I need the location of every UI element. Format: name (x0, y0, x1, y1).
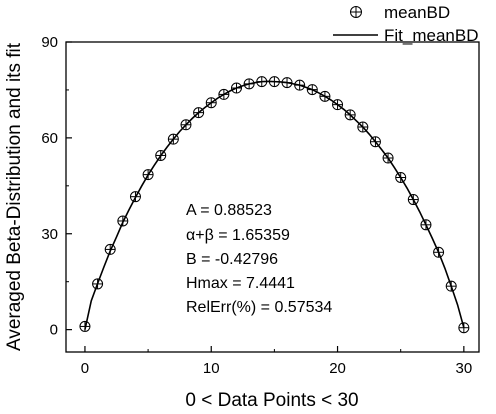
y-axis-ticks: 0 30 60 90 (41, 34, 72, 339)
data-point (395, 172, 407, 184)
data-point (445, 280, 457, 292)
data-point (117, 215, 129, 227)
data-point (407, 194, 419, 206)
data-point (332, 99, 344, 111)
data-point (306, 84, 318, 96)
data-point (104, 243, 116, 255)
x-tick-label: 30 (456, 360, 473, 377)
data-point (243, 78, 255, 90)
data-point (167, 133, 179, 145)
legend: meanBD Fit_meanBD (333, 3, 478, 45)
data-point (382, 152, 394, 164)
legend-marker-meanbd-icon (350, 6, 362, 18)
data-point (180, 119, 192, 131)
series-layer (79, 76, 470, 334)
x-axis-label: 0 < Data Points < 30 (185, 390, 358, 411)
annotation-alpha-beta: α+β = 1.65359 (186, 227, 290, 244)
annotation-hmax: Hmax = 7.4441 (186, 275, 295, 292)
fit-line (84, 80, 465, 330)
plot-frame (65, 41, 480, 353)
y-axis-label: Averaged Beta-Distribution and its fit (4, 42, 25, 351)
annotation-a: A = 0.88523 (186, 202, 272, 219)
data-point (357, 121, 369, 133)
y-tick-label: 30 (41, 226, 58, 243)
data-point (458, 322, 470, 334)
data-point (281, 77, 293, 89)
data-point (344, 109, 356, 121)
y-tick-label: 0 (50, 322, 58, 339)
data-point (218, 88, 230, 100)
x-tick-label: 10 (203, 360, 220, 377)
data-point (129, 191, 141, 203)
data-point (79, 320, 91, 332)
data-point (205, 97, 217, 109)
data-point (319, 90, 331, 102)
data-point (155, 149, 167, 161)
y-tick-label: 60 (41, 130, 58, 147)
legend-label-meanbd: meanBD (384, 3, 450, 22)
annotation-relerr: RelErr(%) = 0.57534 (186, 299, 332, 316)
data-point (92, 278, 104, 290)
data-point (294, 79, 306, 91)
data-point (142, 169, 154, 181)
data-point (256, 76, 268, 88)
x-tick-label: 0 (81, 360, 89, 377)
data-point (369, 136, 381, 148)
legend-label-fit: Fit_meanBD (384, 26, 478, 45)
annotation-b: B = -0.42796 (186, 251, 278, 268)
data-point (193, 107, 205, 119)
x-tick-label: 20 (329, 360, 346, 377)
y-tick-label: 90 (41, 34, 58, 51)
fit-parameters: A = 0.88523 α+β = 1.65359 B = -0.42796 H… (186, 202, 332, 316)
data-point (420, 219, 432, 231)
data-point (433, 246, 445, 258)
x-axis-ticks: 0 10 20 30 (81, 346, 472, 377)
data-point (268, 76, 280, 88)
data-point (231, 82, 243, 94)
